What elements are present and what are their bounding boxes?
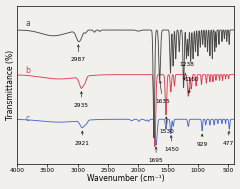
Text: 929: 929 — [197, 134, 208, 147]
Text: 2935: 2935 — [74, 92, 89, 108]
Text: 477: 477 — [222, 131, 234, 146]
Text: 2987: 2987 — [71, 45, 86, 62]
Text: a: a — [25, 19, 30, 28]
Text: b: b — [25, 66, 30, 75]
Text: c: c — [25, 114, 29, 123]
Y-axis label: Transmittance (%): Transmittance (%) — [6, 50, 15, 120]
Text: 1238: 1238 — [180, 62, 194, 80]
Text: 2921: 2921 — [75, 131, 90, 146]
Text: 1160: 1160 — [185, 77, 199, 93]
Text: 1695: 1695 — [149, 147, 163, 163]
Text: 1450: 1450 — [165, 136, 180, 152]
X-axis label: Wavenumber (cm⁻¹): Wavenumber (cm⁻¹) — [87, 174, 164, 184]
Text: 1530: 1530 — [160, 117, 175, 134]
Text: 1635: 1635 — [155, 81, 170, 104]
